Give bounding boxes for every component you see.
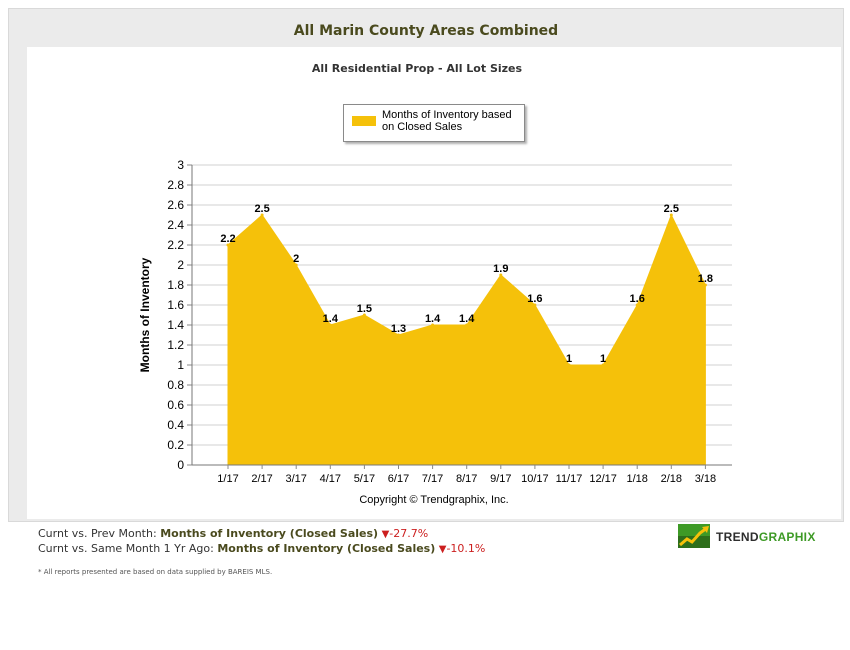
down-arrow-icon: ▼ (438, 544, 447, 555)
x-tick-label: 3/17 (285, 473, 306, 485)
stat-metric: Months of Inventory (Closed Sales) (217, 542, 436, 555)
y-tick-label: 0.2 (167, 438, 184, 452)
data-label: 1.5 (357, 303, 372, 315)
data-point (362, 313, 366, 317)
area-chart: 0 0.2 0.4 0.6 0.8 1 1.2 1.4 1.6 1.8 2 2.2 2.4 2.6 2.8 3… (138, 158, 732, 485)
trend-chart-icon (678, 524, 710, 548)
data-point (397, 333, 400, 337)
x-tick-label: 4/17 (320, 473, 341, 485)
stat-row-prev-month: Curnt vs. Prev Month: Months of Inventor… (38, 527, 428, 540)
y-tick-label: 0 (177, 458, 184, 472)
y-tick-label: 1.4 (167, 318, 184, 332)
data-point (703, 283, 707, 287)
stat-metric: Months of Inventory (Closed Sales) (160, 527, 379, 540)
data-point (226, 243, 230, 247)
stat-row-year-ago: Curnt vs. Same Month 1 Yr Ago: Months of… (38, 542, 485, 555)
x-tick-label: 6/17 (388, 473, 409, 485)
x-tick-label: 3/18 (695, 473, 716, 485)
footnote: * All reports presented are based on dat… (38, 568, 273, 576)
x-tick-label: 11/17 (556, 473, 583, 485)
data-label: 1.4 (425, 313, 441, 325)
data-label: 1.8 (698, 273, 713, 285)
data-point (567, 363, 571, 367)
x-tick-label: 8/17 (456, 473, 477, 485)
brand-name: TRENDGRAPHIX (716, 530, 816, 544)
brand-name-part2: GRAPHIX (758, 530, 816, 544)
y-tick-label: 3 (177, 158, 184, 172)
data-point (294, 263, 298, 267)
data-point (465, 323, 469, 327)
x-tick-label: 1/18 (626, 473, 647, 485)
y-tick-label: 2.2 (167, 238, 184, 252)
legend-swatch (352, 116, 376, 126)
data-label: 1 (600, 353, 606, 365)
stat-label: Curnt vs. Prev Month: (38, 527, 157, 540)
stat-label: Curnt vs. Same Month 1 Yr Ago: (38, 542, 214, 555)
data-label: 1.6 (630, 293, 645, 305)
y-tick-label: 1.6 (167, 298, 184, 312)
legend-label-line1: Months of Inventory based (382, 109, 512, 121)
y-tick-label: 0.6 (167, 398, 184, 412)
data-point (669, 213, 673, 217)
x-tick-label: 2/18 (661, 473, 682, 485)
data-label: 1.4 (323, 313, 339, 325)
y-tick-label: 2.8 (167, 178, 184, 192)
y-tick-label: 2.4 (167, 218, 184, 232)
data-label: 2 (293, 253, 299, 265)
y-tick-label: 1.8 (167, 278, 184, 292)
data-point (499, 273, 503, 277)
data-label: 2.5 (664, 203, 679, 215)
y-tick-label: 1.2 (167, 338, 184, 352)
x-tick-label: 5/17 (354, 473, 375, 485)
y-axis-label: Months of Inventory (138, 257, 152, 372)
x-tick-label: 9/17 (490, 473, 511, 485)
x-tick-label: 2/17 (251, 473, 272, 485)
y-tick-label: 1 (177, 358, 184, 372)
data-label: 2.5 (254, 203, 269, 215)
data-point (260, 213, 264, 217)
x-tick-label: 12/17 (589, 473, 617, 485)
stat-change: -10.1% (446, 542, 486, 555)
x-tick-label: 7/17 (422, 473, 443, 485)
area-series (227, 213, 706, 466)
data-label: 2.2 (220, 233, 235, 245)
y-tick-label: 0.8 (167, 378, 184, 392)
data-label: 1.9 (493, 263, 508, 275)
y-tick-label: 0.4 (167, 418, 184, 432)
x-tick-label: 10/17 (521, 473, 549, 485)
data-point (635, 303, 639, 307)
legend-label: Months of Inventory based on Closed Sale… (382, 109, 522, 133)
copyright-text: Copyright © Trendgraphix, Inc. (359, 494, 509, 506)
chart-area: All Residential Prop - All Lot Sizes 0 0.… (27, 47, 841, 519)
trendgraphix-logo: TRENDGRAPHIX (678, 524, 818, 550)
data-label: 1 (566, 353, 572, 365)
y-tick-label: 2 (177, 258, 184, 272)
chart-panel: All Marin County Areas Combined All Resi… (8, 8, 844, 522)
down-arrow-icon: ▼ (381, 529, 390, 540)
chart-subtitle: All Residential Prop - All Lot Sizes (311, 62, 523, 75)
brand-name-part1: TREND (716, 530, 759, 544)
data-point (601, 363, 605, 367)
chart-legend: Months of Inventory based on Closed Sale… (343, 104, 525, 142)
legend-label-line2: on Closed Sales (382, 121, 463, 133)
y-tick-label: 2.6 (167, 198, 184, 212)
data-label: 1.3 (391, 323, 406, 335)
x-tick-label: 1/17 (217, 473, 238, 485)
data-point (431, 323, 435, 327)
data-point (328, 323, 332, 327)
page-title: All Marin County Areas Combined (293, 23, 559, 39)
data-label: 1.6 (527, 293, 542, 305)
data-label: 1.4 (459, 313, 475, 325)
stat-change: -27.7% (389, 527, 429, 540)
data-point (533, 303, 537, 307)
